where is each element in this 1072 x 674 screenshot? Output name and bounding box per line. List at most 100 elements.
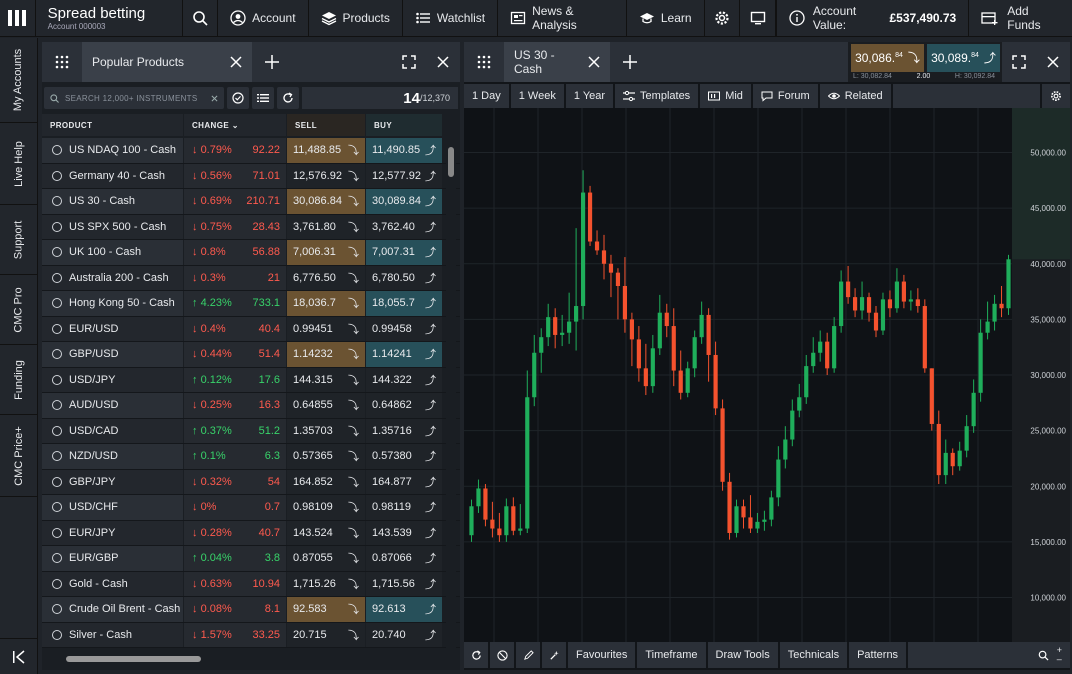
products-button[interactable]: Products [309,0,403,37]
info-icon[interactable] [52,247,62,258]
product-name-cell[interactable]: EUR/GBP [42,546,183,571]
product-name-cell[interactable]: EUR/JPY [42,520,183,545]
sell-price-button[interactable]: 3,761.80 ⤵ [287,214,365,239]
buy-price-button[interactable]: 1,715.56 ⤴ [366,571,442,596]
sell-price-button[interactable]: 1,715.26 ⤵ [287,571,365,596]
product-name-cell[interactable]: Gold - Cash [42,571,183,596]
learn-button[interactable]: Learn [627,0,705,37]
clear-search-icon[interactable] [211,95,218,102]
column-header-buy[interactable]: BUY [366,114,442,136]
add-tab-button[interactable] [610,42,650,82]
table-row[interactable]: EUR/USD ↓ 0.4% 40.4 0.99451 ⤵ 0.99458 ⤴ [42,316,460,342]
account-value[interactable]: Account Value: £537,490.73 [775,0,968,37]
scrollbar-thumb[interactable] [66,656,201,662]
sell-price-button[interactable]: 0.98109 ⤵ [287,495,365,520]
candlestick-chart[interactable]: 50,000.00 45,000.00 40,000.00 35,000.00 30,0… [464,108,1070,642]
patterns-button[interactable]: Patterns [849,642,907,668]
zoom-buttons[interactable]: + – [1057,646,1062,664]
info-icon[interactable] [52,553,62,564]
vertical-scrollbar[interactable] [446,112,456,657]
info-icon[interactable] [52,298,62,309]
draw-tools-button[interactable]: Draw Tools [707,642,778,668]
product-name-cell[interactable]: NZD/USD [42,444,183,469]
account-button[interactable]: Account [218,0,309,37]
product-name-cell[interactable]: AUD/USD [42,393,183,418]
sell-price-button[interactable]: 164.852 ⤵ [287,469,365,494]
product-name-cell[interactable]: Hong Kong 50 - Cash [42,291,183,316]
product-name-cell[interactable]: GBP/USD [42,342,183,367]
buy-price-button[interactable]: 0.87066 ⤴ [366,546,442,571]
panel-menu-button[interactable] [42,42,82,82]
magic-button[interactable] [542,642,566,668]
buy-price-button[interactable]: 7,007.31 ⤴ [366,240,442,265]
buy-price-button[interactable]: 1.35716 ⤴ [366,418,442,443]
maximize-panel-button[interactable] [392,42,426,82]
sell-price-button[interactable]: 143.524 ⤵ [287,520,365,545]
close-panel-button[interactable] [1036,42,1070,82]
product-name-cell[interactable]: USD/CAD [42,418,183,443]
timeframe-1-week[interactable]: 1 Week [510,84,564,108]
technicals-button[interactable]: Technicals [779,642,848,668]
chart-settings-button[interactable] [1042,84,1070,108]
product-name-cell[interactable]: Germany 40 - Cash [42,163,183,188]
clear-drawings-button[interactable] [490,642,514,668]
close-icon[interactable] [588,56,600,68]
sell-price-button[interactable]: 92.583 ⤵ [287,597,365,622]
buy-price-button[interactable]: 0.57380 ⤴ [366,444,442,469]
column-header-product[interactable]: PRODUCT [42,114,183,136]
info-icon[interactable] [52,451,62,462]
sell-price-button[interactable]: 20.715 ⤵ [287,622,365,647]
product-name-cell[interactable]: USD/JPY [42,367,183,392]
cmc-logo[interactable] [0,0,36,37]
sidenav-live-help[interactable]: Live Help [0,123,37,205]
watchlist-button[interactable]: Watchlist [403,0,499,37]
add-funds-button[interactable]: Add Funds [968,0,1072,37]
info-icon[interactable] [52,425,62,436]
info-icon[interactable] [52,476,62,487]
info-icon[interactable] [52,400,62,411]
favourites-button[interactable]: Favourites [568,642,636,668]
refresh-button[interactable] [277,87,299,109]
table-row[interactable]: Australia 200 - Cash ↓ 0.3% 21 6,776.50 ⤵ 6,7… [42,265,460,291]
table-row[interactable]: Gold - Cash ↓ 0.63% 10.94 1,715.26 ⤵ 1,715.56… [42,571,460,597]
product-name-cell[interactable]: GBP/JPY [42,469,183,494]
info-icon[interactable] [52,272,62,283]
buy-price-button[interactable]: 30,089.84 ⤴ [927,43,1000,72]
info-icon[interactable] [52,221,62,232]
zoom-search-icon[interactable] [1038,650,1049,661]
news-analysis-button[interactable]: News & Analysis [498,0,627,37]
sell-price-button[interactable]: 1.35703 ⤵ [287,418,365,443]
buy-price-button[interactable]: 164.877 ⤴ [366,469,442,494]
sell-price-button[interactable]: 11,488.85 ⤵ [287,138,365,163]
info-icon[interactable] [52,196,62,207]
table-row[interactable]: US SPX 500 - Cash ↓ 0.75% 28.43 3,761.80 ⤵ 3,… [42,214,460,240]
product-name-cell[interactable]: US 30 - Cash [42,189,183,214]
table-row[interactable]: GBP/USD ↓ 0.44% 51.4 1.14232 ⤵ 1.14241 ⤴ [42,342,460,368]
reset-chart-button[interactable] [464,642,488,668]
info-icon[interactable] [52,145,62,156]
buy-price-button[interactable]: 0.98119 ⤴ [366,495,442,520]
horizontal-scrollbar[interactable] [46,653,446,665]
tab-us30-cash[interactable]: US 30 - Cash [504,42,610,82]
related-button[interactable]: Related [819,84,891,108]
column-header-change[interactable]: CHANGE ⌄ [184,114,286,136]
scrollbar-thumb[interactable] [448,147,454,177]
close-icon[interactable] [230,56,242,68]
info-icon[interactable] [52,170,62,181]
buy-price-button[interactable]: 143.539 ⤴ [366,520,442,545]
buy-price-button[interactable]: 12,577.92 ⤴ [366,163,442,188]
tab-popular-products[interactable]: Popular Products [82,42,252,82]
info-icon[interactable] [52,349,62,360]
list-view-button[interactable] [252,87,274,109]
sell-price-button[interactable]: 18,036.7 ⤵ [287,291,365,316]
buy-price-button[interactable]: 6,780.50 ⤴ [366,265,442,290]
timeframe-1-year[interactable]: 1 Year [565,84,614,108]
sidenav-cmc-pro[interactable]: CMC Pro [0,275,37,345]
product-name-cell[interactable]: Silver - Cash [42,622,183,647]
sell-price-button[interactable]: 0.87055 ⤵ [287,546,365,571]
buy-price-button[interactable]: 0.99458 ⤴ [366,316,442,341]
templates-button[interactable]: Templates [615,84,699,108]
buy-price-button[interactable]: 92.613 ⤴ [366,597,442,622]
table-row[interactable]: EUR/JPY ↓ 0.28% 40.7 143.524 ⤵ 143.539 ⤴ [42,520,460,546]
sell-price-button[interactable]: 0.64855 ⤵ [287,393,365,418]
